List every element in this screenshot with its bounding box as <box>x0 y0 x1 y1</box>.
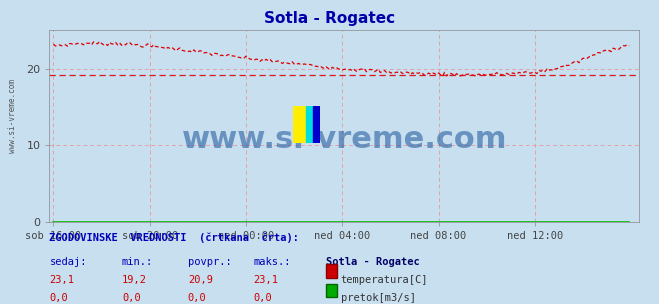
Text: temperatura[C]: temperatura[C] <box>341 275 428 285</box>
Text: Sotla - Rogatec: Sotla - Rogatec <box>264 11 395 26</box>
Text: sedaj:: sedaj: <box>49 257 87 267</box>
Text: povpr.:: povpr.: <box>188 257 231 267</box>
Text: ZGODOVINSKE  VREDNOSTI  (črtkana  črta):: ZGODOVINSKE VREDNOSTI (črtkana črta): <box>49 233 299 243</box>
Text: 23,1: 23,1 <box>49 275 74 285</box>
Text: Sotla - Rogatec: Sotla - Rogatec <box>326 257 420 267</box>
Text: 0,0: 0,0 <box>49 293 68 303</box>
Text: pretok[m3/s]: pretok[m3/s] <box>341 293 416 303</box>
Text: www.si-vreme.com: www.si-vreme.com <box>182 125 507 154</box>
Text: www.si-vreme.com: www.si-vreme.com <box>8 78 17 153</box>
Text: 20,9: 20,9 <box>188 275 213 285</box>
Bar <box>306 106 314 143</box>
Text: 0,0: 0,0 <box>188 293 206 303</box>
Text: 0,0: 0,0 <box>254 293 272 303</box>
Text: 0,0: 0,0 <box>122 293 140 303</box>
Text: min.:: min.: <box>122 257 153 267</box>
Text: maks.:: maks.: <box>254 257 291 267</box>
Bar <box>293 106 306 143</box>
Text: 19,2: 19,2 <box>122 275 147 285</box>
Bar <box>314 106 320 143</box>
Text: 23,1: 23,1 <box>254 275 279 285</box>
